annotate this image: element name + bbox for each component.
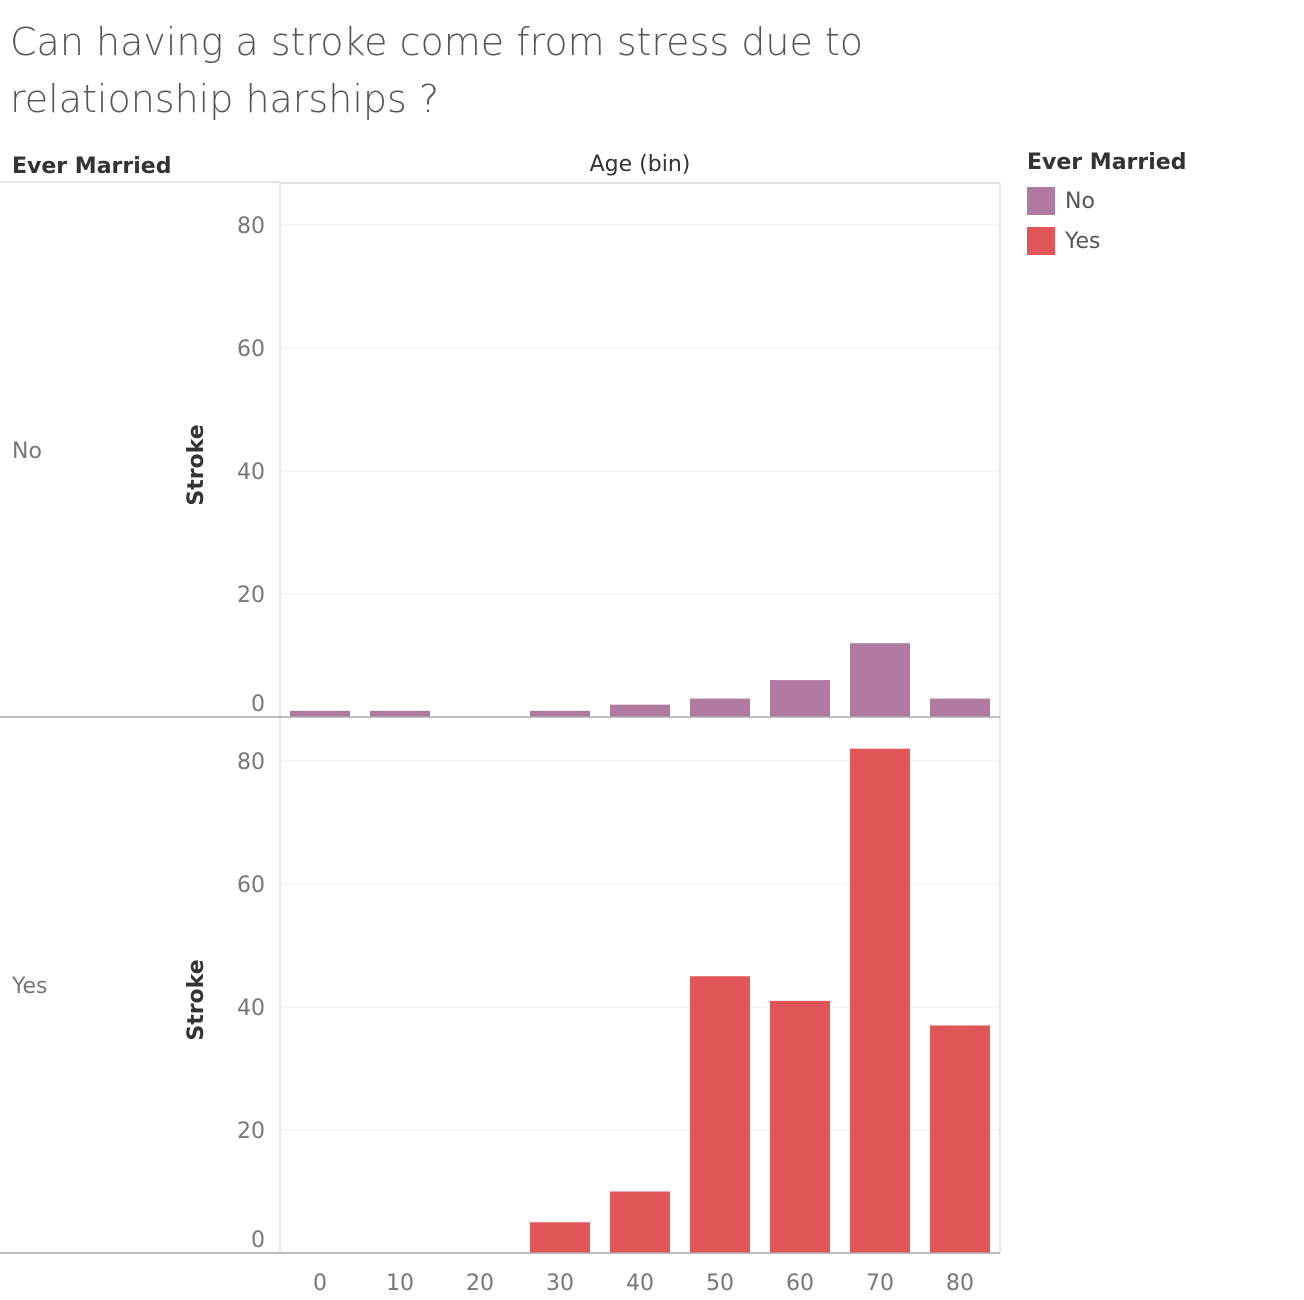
legend-item-yes[interactable]: Yes bbox=[1027, 221, 1186, 261]
y-tick-label: 80 bbox=[237, 750, 265, 775]
bar-no-30 bbox=[530, 710, 590, 717]
x-tick-label: 0 bbox=[313, 1271, 327, 1296]
x-tick-label: 30 bbox=[546, 1271, 574, 1296]
legend-item-no[interactable]: No bbox=[1027, 181, 1186, 221]
legend-title: Ever Married bbox=[1027, 150, 1187, 175]
legend-label-no: No bbox=[1065, 188, 1095, 214]
legend-label-yes: Yes bbox=[1065, 228, 1101, 254]
x-tick-label: 70 bbox=[866, 1271, 894, 1296]
bar-no-50 bbox=[690, 698, 750, 717]
y-tick-label: 20 bbox=[237, 583, 265, 608]
bar-no-0 bbox=[290, 710, 350, 717]
bar-no-80 bbox=[930, 698, 990, 717]
y-tick-label: 60 bbox=[237, 873, 265, 898]
x-tick-label: 60 bbox=[786, 1271, 814, 1296]
bar-yes-30 bbox=[530, 1222, 590, 1253]
x-tick-label: 10 bbox=[386, 1271, 414, 1296]
column-header: Age (bin) bbox=[590, 152, 691, 177]
bar-no-10 bbox=[370, 710, 430, 717]
bar-no-60 bbox=[770, 680, 830, 717]
chart-title: Can having a stroke come from stress due… bbox=[10, 20, 864, 121]
x-tick-label: 40 bbox=[626, 1271, 654, 1296]
bar-yes-80 bbox=[930, 1025, 990, 1253]
y-tick-label: 20 bbox=[237, 1119, 265, 1144]
row-label-no: No bbox=[12, 439, 42, 464]
y-tick-label: 80 bbox=[237, 214, 265, 239]
x-tick-label: 80 bbox=[946, 1271, 974, 1296]
row-header: Ever Married bbox=[12, 154, 171, 179]
y-axis-title: Stroke bbox=[184, 424, 209, 505]
bar-yes-50 bbox=[690, 976, 750, 1253]
y-tick-label: 40 bbox=[237, 996, 265, 1021]
x-tick-label: 20 bbox=[466, 1271, 494, 1296]
legend-swatch-no bbox=[1027, 187, 1055, 215]
bar-no-70 bbox=[850, 643, 910, 717]
y-tick-label: 60 bbox=[237, 337, 265, 362]
legend-swatch-yes bbox=[1027, 227, 1055, 255]
x-tick-label: 50 bbox=[706, 1271, 734, 1296]
y-tick-label: 0 bbox=[251, 1228, 265, 1253]
y-tick-label: 40 bbox=[237, 460, 265, 485]
bar-yes-40 bbox=[610, 1191, 670, 1253]
row-label-yes: Yes bbox=[11, 974, 48, 999]
y-tick-label: 0 bbox=[251, 692, 265, 717]
legend: Ever Married No Yes bbox=[1027, 150, 1186, 261]
bar-no-40 bbox=[610, 704, 670, 717]
y-axis-title: Stroke bbox=[184, 959, 209, 1040]
bar-yes-60 bbox=[770, 1000, 830, 1253]
bar-yes-70 bbox=[850, 748, 910, 1253]
